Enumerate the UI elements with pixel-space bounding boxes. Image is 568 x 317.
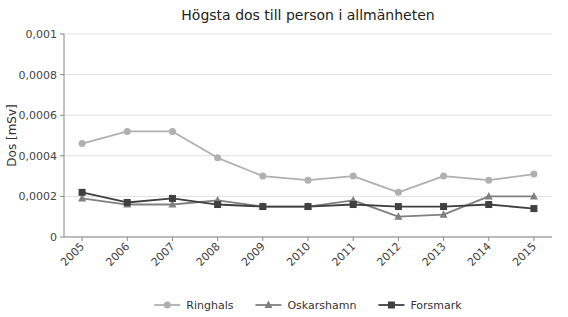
y-tick [60, 34, 64, 35]
data-point [79, 140, 86, 147]
x-tick [308, 237, 309, 241]
y-tick [60, 196, 64, 197]
data-point [304, 202, 312, 210]
y-axis-label: Dos [mSv] [5, 104, 19, 166]
title: Högsta dos till person i allmänheten [181, 7, 434, 23]
series-line [82, 131, 534, 192]
data-point [259, 202, 267, 210]
y-tick-label: 0,001 [26, 28, 58, 41]
data-point [440, 210, 448, 218]
data-point [440, 173, 447, 180]
legend: Ringhals Oskarshamn Forsmark [154, 299, 462, 312]
x-tick-label: 2012 [375, 240, 404, 269]
x-tick [443, 237, 444, 241]
data-point [395, 203, 402, 210]
y-tick-label: 0 [50, 231, 57, 244]
data-point [214, 201, 221, 208]
y-tick-label: 0,0004 [19, 150, 58, 163]
x-tick [353, 237, 354, 241]
data-point [485, 192, 493, 200]
y-tick [60, 155, 64, 156]
grid-line [64, 34, 552, 35]
data-point [79, 189, 86, 196]
data-point [394, 212, 402, 220]
legend-marker [164, 302, 171, 309]
series [79, 128, 538, 196]
legend-item: Forsmark [378, 299, 462, 312]
data-point [305, 177, 312, 184]
grid-line [64, 115, 552, 116]
x-tick [262, 237, 263, 241]
x-tick-label: 2011 [329, 240, 358, 269]
x-tick-label: 2005 [58, 240, 87, 269]
data-point [485, 201, 492, 208]
data-point [440, 203, 447, 210]
data-point [530, 171, 537, 178]
series [79, 189, 538, 212]
x-tick-label: 2006 [103, 240, 132, 269]
data-point [305, 203, 312, 210]
data-point [214, 154, 221, 161]
data-point [485, 177, 492, 184]
x-tick [217, 237, 218, 241]
legend-label: Forsmark [410, 299, 462, 312]
series [78, 192, 538, 220]
legend-marker [388, 302, 395, 309]
legend-item: Ringhals [154, 299, 233, 312]
x-tick-label: 2013 [420, 240, 449, 269]
x-tick-label: 2008 [194, 240, 223, 269]
grid-line [64, 196, 552, 197]
x-tick [127, 237, 128, 241]
y-axis-line [64, 34, 65, 237]
data-point [124, 128, 131, 135]
data-point [530, 192, 538, 200]
y-tick [60, 115, 64, 116]
y-tick-label: 0,0008 [19, 69, 58, 82]
x-tick [488, 237, 489, 241]
data-point [259, 203, 266, 210]
x-tick-label: 2015 [510, 240, 539, 269]
x-tick-label: 2014 [465, 240, 494, 269]
x-tick-label: 2009 [239, 240, 268, 269]
grid-line [64, 74, 552, 75]
x-tick [172, 237, 173, 241]
data-point [395, 189, 402, 196]
series-line [82, 196, 534, 216]
x-axis-line [64, 237, 552, 238]
data-point [350, 173, 357, 180]
legend-item: Oskarshamn [255, 299, 356, 312]
grid-line [64, 155, 552, 156]
plot-area [78, 128, 538, 220]
y-tick-label: 0,0002 [19, 190, 58, 203]
legend-label: Oskarshamn [287, 299, 356, 312]
grid [64, 34, 552, 237]
x-tick-label: 2010 [284, 240, 313, 269]
data-point [124, 199, 131, 206]
y-tick-label: 0,0006 [19, 109, 58, 122]
y-tick [60, 237, 64, 238]
chart: Högsta dos till person i allmänheten Dos … [0, 0, 568, 317]
data-point [259, 173, 266, 180]
x-tick [533, 237, 534, 241]
x-tick [398, 237, 399, 241]
x-tick-label: 2007 [149, 240, 178, 269]
data-point [350, 201, 357, 208]
grid-line [64, 237, 552, 238]
data-point [530, 205, 537, 212]
legend-marker [264, 301, 272, 309]
y-tick [60, 74, 64, 75]
data-point [169, 128, 176, 135]
data-point [169, 195, 176, 202]
x-tick [82, 237, 83, 241]
legend-label: Ringhals [186, 299, 233, 312]
